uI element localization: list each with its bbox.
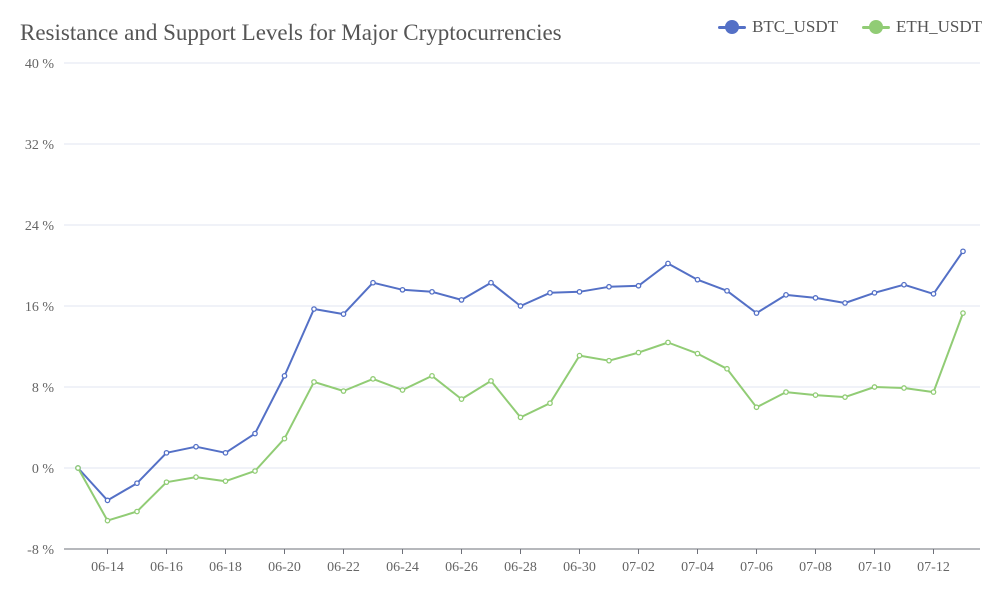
- data-point: [104, 497, 111, 504]
- data-point: [399, 387, 406, 393]
- data-point: [193, 443, 199, 450]
- data-point: [311, 306, 317, 312]
- y-tick-label: 8 %: [32, 381, 55, 396]
- legend-item-btc[interactable]: BTC_USDT: [718, 17, 838, 37]
- data-point: [576, 288, 583, 295]
- data-point: [606, 283, 612, 290]
- legend: BTC_USDT ETH_USDT: [718, 17, 982, 37]
- data-point: [429, 373, 435, 379]
- x-tick-label: 06-24: [386, 560, 419, 575]
- data-point: [222, 449, 229, 456]
- data-point: [930, 389, 937, 395]
- data-point: [871, 384, 878, 390]
- data-point: [252, 430, 258, 437]
- data-point: [488, 378, 494, 384]
- x-tick-label: 07-10: [858, 560, 891, 575]
- legend-label-btc: BTC_USDT: [752, 17, 839, 36]
- data-point: [694, 350, 701, 357]
- data-point: [930, 290, 937, 297]
- data-point: [960, 248, 966, 255]
- data-point: [163, 449, 170, 456]
- legend-item-eth[interactable]: ETH_USDT: [862, 17, 982, 37]
- x-tick-label: 06-26: [445, 560, 478, 575]
- data-point: [724, 287, 730, 294]
- data-point: [252, 468, 258, 474]
- data-point: [812, 295, 819, 301]
- data-point: [576, 352, 583, 359]
- data-point: [606, 357, 612, 364]
- data-point: [399, 286, 406, 293]
- y-tick-label: 40 %: [25, 57, 55, 72]
- data-point: [222, 478, 229, 485]
- data-point: [635, 282, 642, 289]
- data-point: [547, 400, 553, 407]
- data-point: [488, 279, 494, 286]
- data-point: [812, 392, 819, 398]
- data-point: [281, 373, 288, 379]
- data-point: [370, 279, 376, 286]
- y-tick-label: 32 %: [25, 138, 55, 153]
- data-point: [842, 300, 848, 306]
- data-point: [694, 276, 701, 283]
- data-point: [134, 508, 140, 515]
- data-point: [311, 379, 317, 385]
- data-point: [340, 388, 347, 394]
- data-point: [665, 260, 671, 267]
- x-tick-label: 06-16: [150, 560, 183, 575]
- data-point: [665, 339, 671, 346]
- x-tick-label: 06-30: [563, 560, 596, 575]
- y-tick-label: 0 %: [32, 462, 55, 477]
- data-point: [458, 297, 465, 303]
- data-point: [370, 376, 376, 382]
- y-tick-label: 16 %: [25, 300, 55, 315]
- y-tick-label: 24 %: [25, 219, 55, 234]
- x-tick-label: 06-14: [91, 560, 124, 575]
- data-point: [429, 288, 435, 295]
- series-line-btc-usdt: [77, 250, 964, 502]
- data-point: [753, 310, 760, 316]
- x-tick-label: 06-22: [327, 560, 360, 575]
- x-tick-label: 06-18: [209, 560, 242, 575]
- data-point: [134, 480, 140, 487]
- data-point: [340, 311, 347, 317]
- x-tick-label: 06-20: [268, 560, 301, 575]
- data-point: [547, 289, 553, 296]
- data-point: [517, 303, 524, 309]
- y-tick-label: -8 %: [27, 543, 54, 558]
- legend-swatch-eth: [862, 20, 891, 34]
- data-point: [75, 465, 81, 471]
- data-point: [783, 292, 789, 298]
- chart-title: Resistance and Support Levels for Major …: [20, 20, 562, 45]
- x-tick-label: 07-08: [799, 560, 832, 575]
- data-point: [635, 349, 642, 356]
- legend-label-eth: ETH_USDT: [896, 17, 982, 36]
- x-tick-label: 06-28: [504, 560, 537, 575]
- data-point: [517, 414, 524, 421]
- x-tick-label: 07-04: [681, 560, 714, 575]
- data-point: [901, 385, 907, 391]
- data-point: [724, 365, 730, 372]
- data-point: [163, 479, 170, 486]
- data-point: [783, 389, 789, 395]
- data-point: [842, 394, 848, 400]
- data-point: [901, 281, 907, 288]
- data-point: [960, 310, 966, 316]
- data-point: [193, 474, 199, 480]
- x-tick-label: 07-02: [622, 560, 655, 575]
- data-point: [281, 435, 288, 442]
- data-point: [104, 517, 111, 524]
- data-point: [458, 396, 465, 402]
- x-tick-label: 07-12: [917, 560, 950, 575]
- data-point: [753, 404, 760, 411]
- x-tick-label: 07-06: [740, 560, 773, 575]
- legend-swatch-btc: [718, 20, 747, 34]
- data-point: [871, 289, 878, 296]
